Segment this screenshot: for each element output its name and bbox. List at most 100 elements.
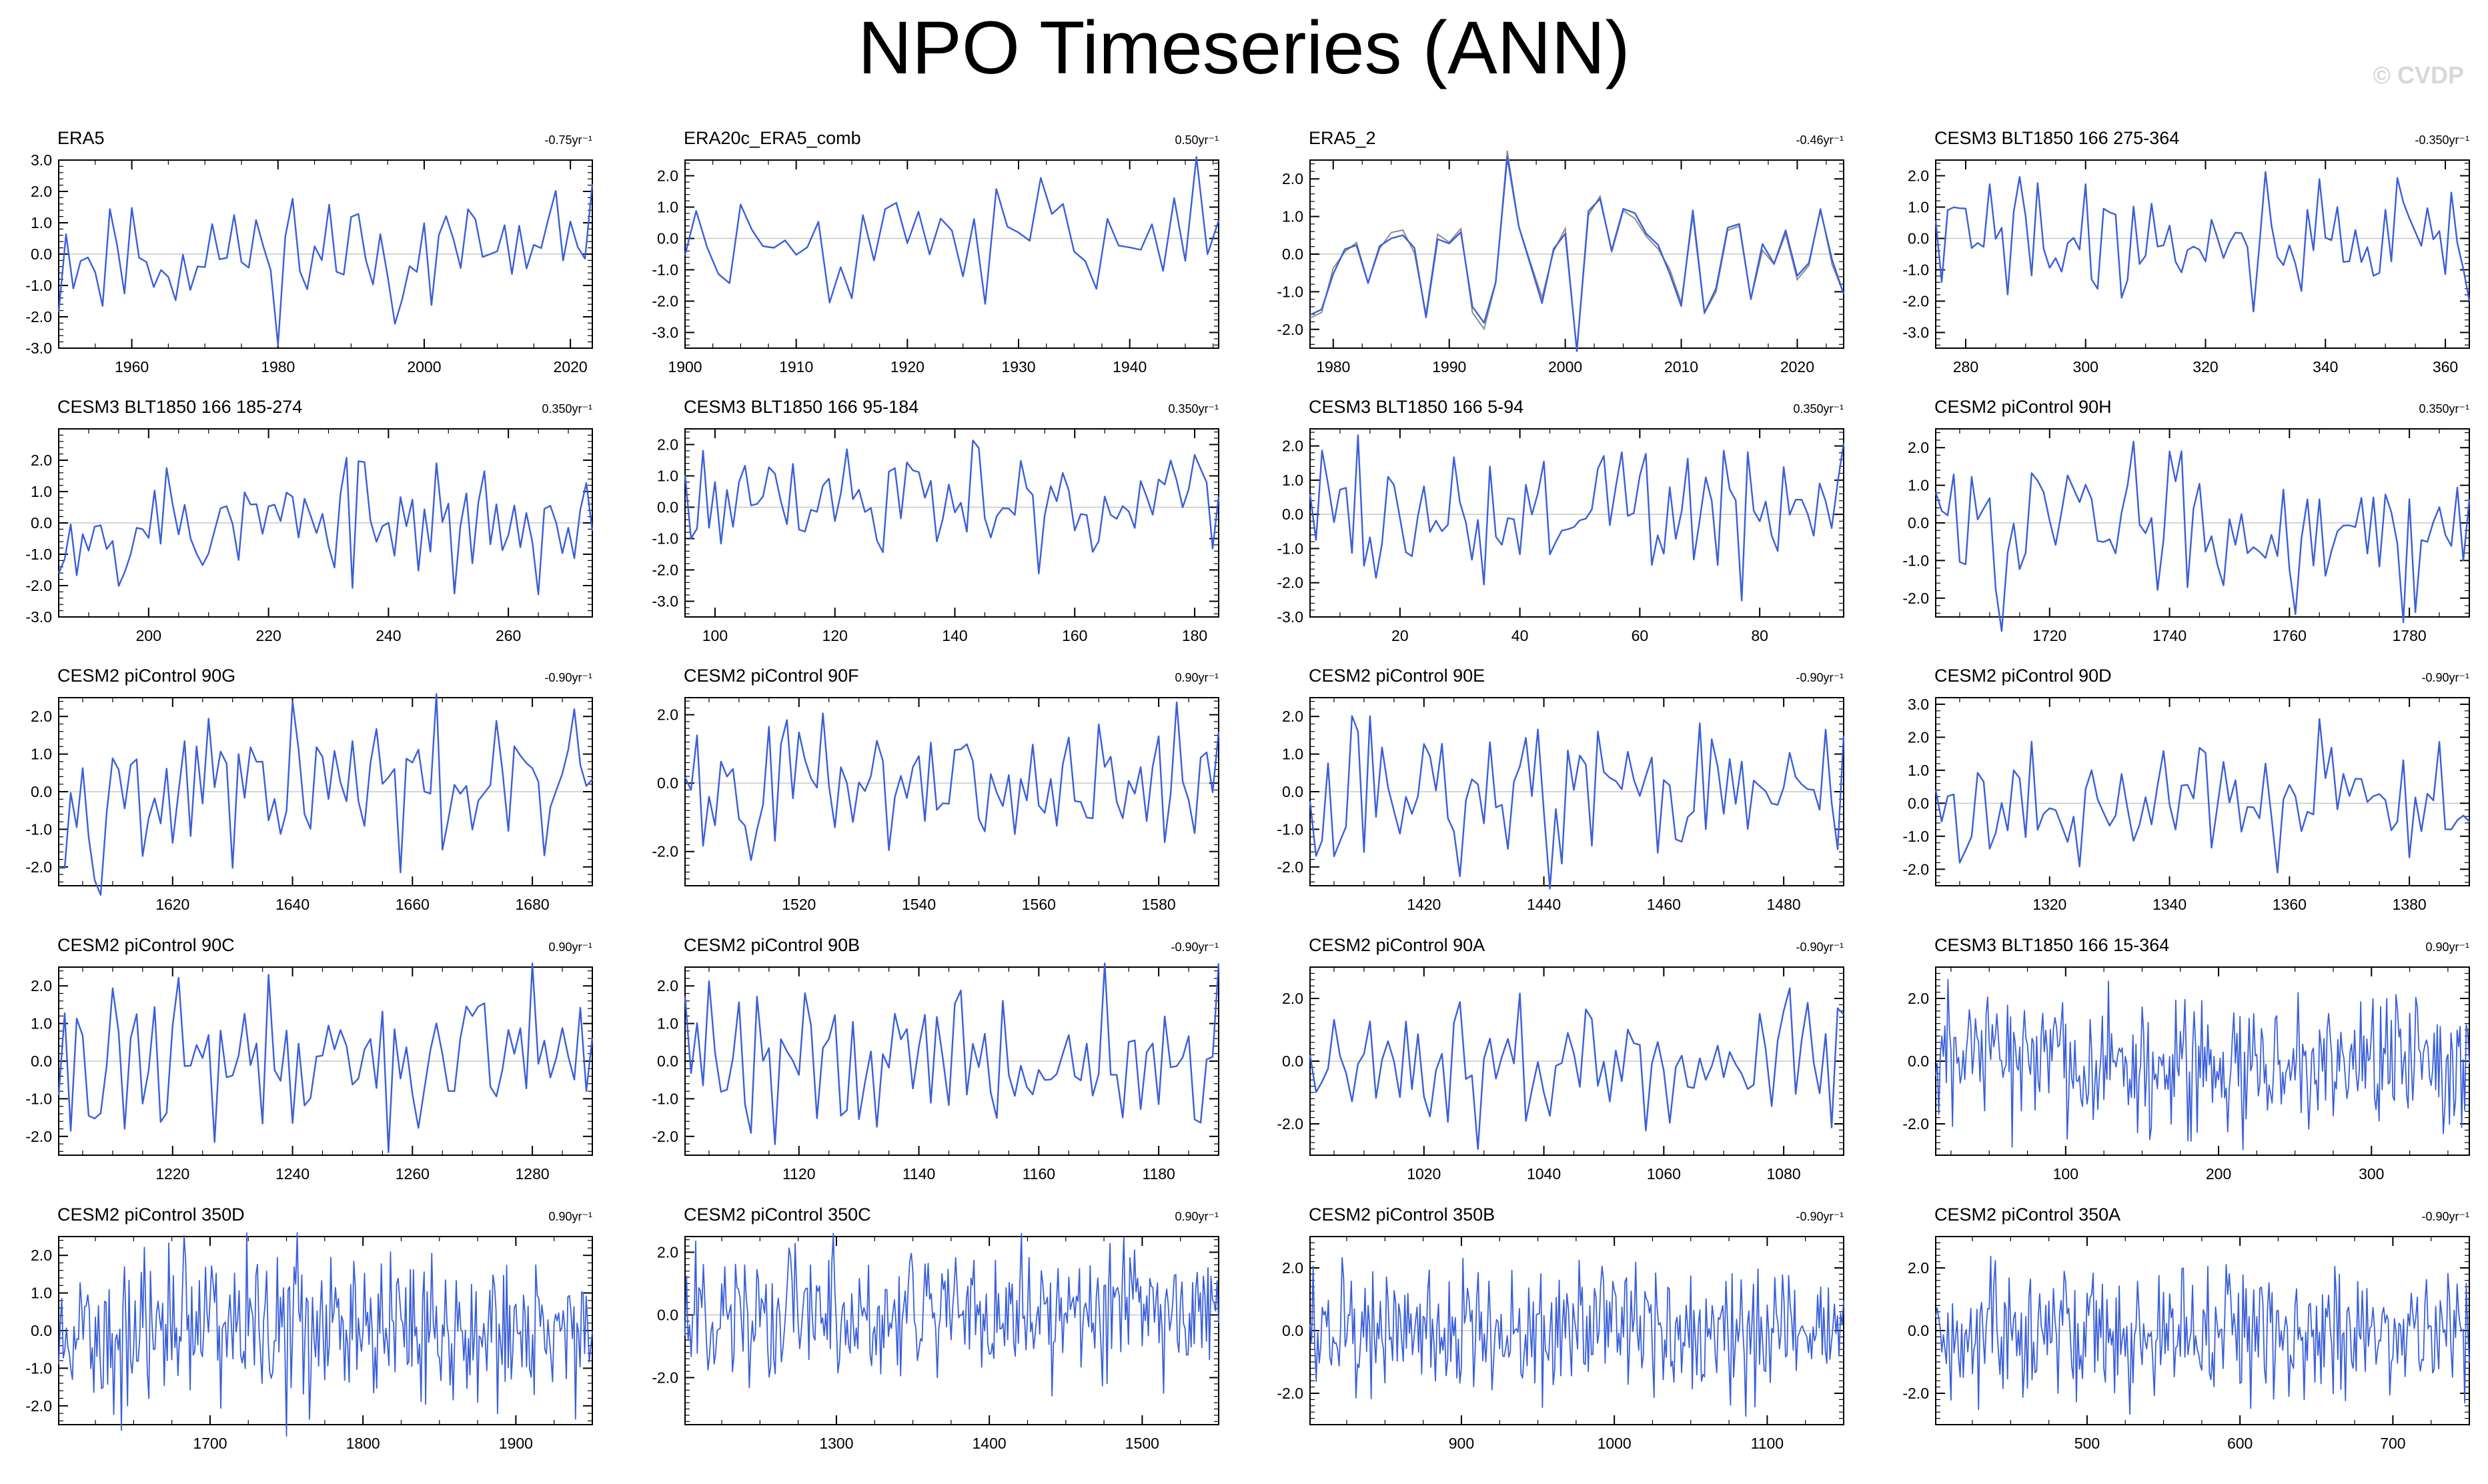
y-tick-label: -3.0 [25, 608, 52, 626]
y-tick-label: -2.0 [25, 858, 52, 876]
x-tick-label: 1760 [2273, 627, 2307, 644]
y-tick-label: -2.0 [652, 1369, 678, 1387]
panel-3: 2.0 1.0 0.0 -1.0 -2.0 1980 1990 2000 2010 2020 ERA… [1277, 128, 1845, 376]
y-tick-label: 0.0 [1282, 245, 1303, 263]
x-tick-label: 1460 [1647, 896, 1681, 913]
panel-trend-label: 0.50yr⁻¹ [1175, 133, 1219, 147]
panel-title: ERA20c_ERA5_comb [684, 128, 861, 148]
x-tick-label: 1910 [779, 358, 813, 376]
x-tick-label: 1000 [1598, 1435, 1632, 1452]
panel-trend-label: -0.90yr⁻¹ [1796, 1210, 1844, 1223]
x-tick-label: 140 [942, 627, 967, 644]
y-tick-label: 2.0 [657, 1244, 678, 1261]
y-tick-label: -1.0 [25, 1090, 52, 1107]
y-tick-label: -1.0 [1902, 828, 1929, 845]
x-tick-label: 1980 [1316, 358, 1350, 376]
y-tick-label: 0.0 [31, 245, 52, 263]
x-tick-label: 1440 [1527, 896, 1561, 913]
x-tick-label: 1940 [1113, 358, 1147, 376]
panel-title: CESM2 piControl 350C [684, 1205, 871, 1225]
x-tick-label: 1380 [2393, 896, 2427, 913]
y-tick-label: -2.0 [1277, 858, 1303, 876]
page-title: NPO Timeseries (ANN) [858, 6, 1630, 89]
npo-series-line [57, 457, 594, 596]
y-tick-label: 2.0 [657, 977, 678, 994]
x-tick-label: 300 [2073, 358, 2098, 376]
y-tick-label: -1.0 [25, 546, 52, 563]
panel-14: 2.0 1.0 0.0 -1.0 -2.0 1120 1140 1160 1180 CESM2 p… [652, 935, 1220, 1183]
panel-frame [684, 697, 1219, 886]
panel-trend-label: 0.350yr⁻¹ [1168, 402, 1219, 416]
x-tick-label: 120 [822, 627, 848, 644]
y-tick-label: 1.0 [31, 483, 52, 500]
y-tick-label: 1.0 [657, 1015, 678, 1032]
npo-series-line [57, 184, 594, 346]
panel-6: 2.0 1.0 0.0 -1.0 -2.0 -3.0 100 120 140 160 180 CESM… [652, 397, 1220, 644]
npo-series-line [684, 962, 1220, 1145]
y-tick-label: -1.0 [25, 277, 52, 294]
panel-title: CESM2 piControl 350D [57, 1205, 245, 1225]
y-tick-label: 0.0 [31, 514, 52, 532]
y-tick-label: -2.0 [1902, 1115, 1929, 1133]
x-tick-label: 1040 [1527, 1165, 1561, 1183]
y-tick-label: -2.0 [1277, 321, 1303, 338]
y-tick-label: 1.0 [1908, 199, 1929, 216]
panel-trend-label: -0.46yr⁻¹ [1796, 133, 1844, 147]
x-tick-label: 700 [2380, 1435, 2405, 1452]
x-tick-label: 1240 [275, 1165, 309, 1183]
y-tick-label: 2.0 [657, 436, 678, 454]
y-tick-label: 0.0 [657, 499, 678, 516]
y-tick-label: 2.0 [31, 452, 52, 469]
panel-title: ERA5 [57, 128, 105, 148]
y-tick-label: -2.0 [1277, 1385, 1303, 1402]
npo-series-line [1309, 715, 1845, 890]
x-tick-label: 900 [1449, 1435, 1474, 1452]
x-tick-label: 1140 [902, 1165, 935, 1183]
x-tick-label: 2000 [1548, 358, 1582, 376]
panel-4: 2.0 1.0 0.0 -1.0 -2.0 -3.0 280 300 320 340 360 CESM… [1902, 128, 2471, 376]
x-tick-label: 1100 [1751, 1435, 1784, 1452]
y-tick-label: 0.0 [657, 230, 678, 247]
y-tick-label: 0.0 [31, 1322, 52, 1339]
panel-8: 2.0 1.0 0.0 -1.0 -2.0 1720 1740 1760 1780 CESM2 p… [1902, 397, 2471, 644]
panel-title: CESM2 piControl 350B [1309, 1205, 1495, 1225]
y-tick-label: -2.0 [1277, 1115, 1303, 1133]
panel-title: ERA5_2 [1309, 128, 1376, 148]
npo-series-line [1935, 1255, 2470, 1415]
y-tick-label: -1.0 [25, 1359, 52, 1377]
x-tick-label: 360 [2433, 358, 2458, 376]
panel-frame [684, 428, 1219, 618]
x-tick-label: 1480 [1767, 896, 1801, 913]
y-tick-label: -3.0 [652, 593, 678, 610]
x-tick-label: 1060 [1647, 1165, 1681, 1183]
y-tick-label: -2.0 [1902, 860, 1929, 878]
y-tick-label: 2.0 [1908, 1259, 1929, 1277]
y-tick-label: -2.0 [1902, 1385, 1929, 1402]
panel-11: 2.0 1.0 0.0 -1.0 -2.0 1420 1440 1460 1480 CESM2 p… [1277, 666, 1845, 913]
y-tick-label: -1.0 [1277, 820, 1303, 838]
y-tick-label: -2.0 [652, 293, 678, 310]
x-tick-label: 1080 [1767, 1165, 1801, 1183]
y-tick-label: 1.0 [1282, 746, 1303, 763]
y-tick-label: -1.0 [652, 261, 678, 279]
y-tick-label: 2.0 [1282, 438, 1303, 455]
y-tick-label: 3.0 [1908, 696, 1929, 713]
x-tick-label: 280 [1953, 358, 1978, 376]
y-tick-label: -1.0 [652, 530, 678, 548]
panel-trend-label: -0.90yr⁻¹ [2421, 671, 2469, 684]
x-tick-label: 100 [2053, 1165, 2078, 1183]
npo-series-line [1309, 987, 1844, 1151]
x-tick-label: 1500 [1125, 1435, 1159, 1452]
panel-trend-label: -0.75yr⁻¹ [544, 133, 592, 147]
y-tick-label: 0.0 [1282, 506, 1303, 523]
panel-trend-label: -0.90yr⁻¹ [1171, 940, 1219, 954]
panel-title: CESM3 BLT1850 166 185-274 [57, 397, 302, 417]
x-tick-label: 1220 [155, 1165, 189, 1183]
y-tick-label: 2.0 [31, 708, 52, 725]
y-tick-label: -1.0 [1277, 283, 1303, 300]
panel-10: 2.0 0.0 -2.0 1520 1540 1560 1580 CESM2 piContro… [652, 666, 1220, 913]
y-tick-label: 0.0 [1282, 783, 1303, 800]
npo-series-line [1309, 156, 1845, 352]
npo-series-line [1309, 434, 1845, 602]
